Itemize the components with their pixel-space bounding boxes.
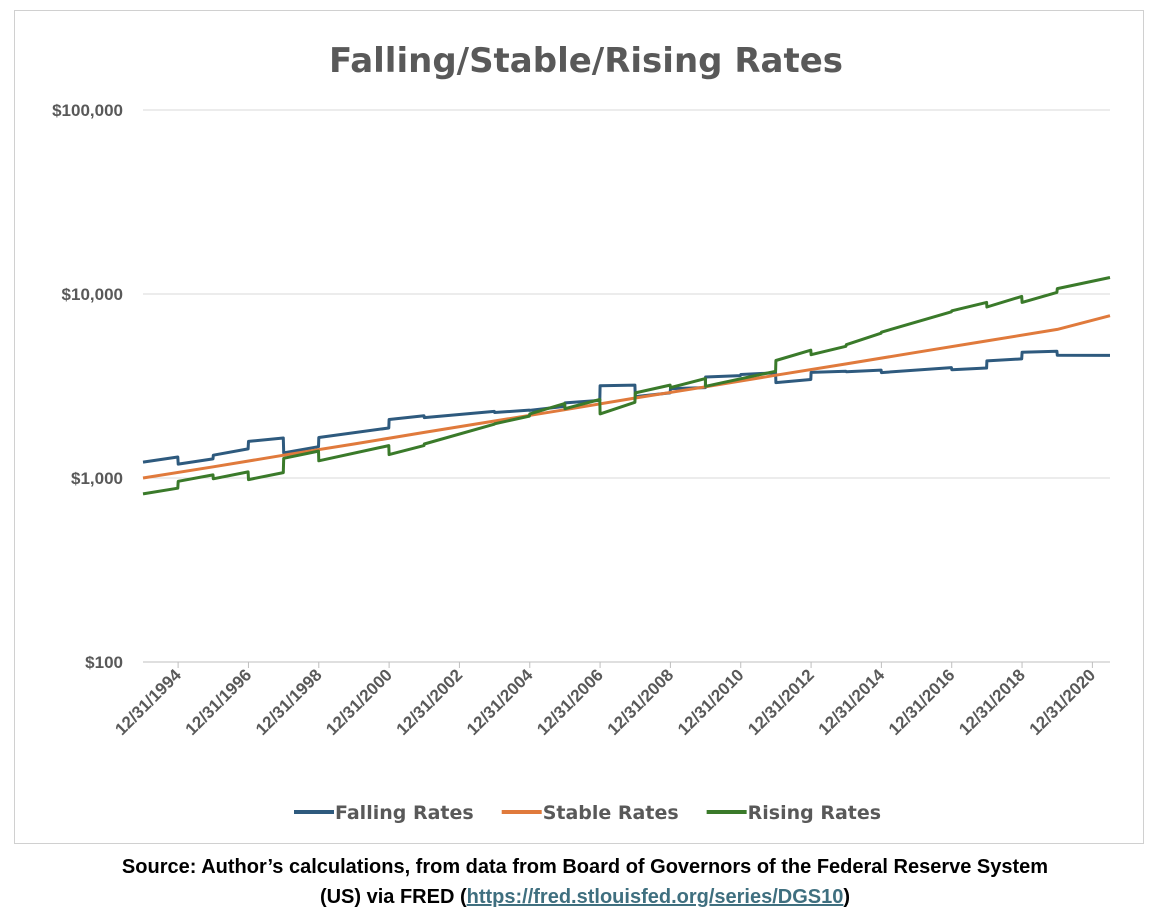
y-tick-label: $100 [85,653,123,672]
y-axis: $100 $1,000 $10,000 $100,000 [52,101,123,672]
x-tick-label: 12/31/1994 [111,665,185,739]
source-prefix: (US) via FRED ( [319,886,467,908]
source-caption: Source: Author’s calculations, from data… [0,852,1170,912]
x-tick-label: 12/31/2012 [744,665,818,739]
y-tick-label: $100,000 [52,101,123,120]
x-tick-label: 12/31/2002 [393,665,467,739]
x-tick-label: 12/31/1998 [252,665,326,739]
x-tick-label: 12/31/2006 [533,665,607,739]
fred-link[interactable]: https://fred.stlouisfed.org/series/DGS10 [466,886,844,908]
chart-svg: Falling/Stable/Rising Rates $100$1,000$1… [52,41,1111,824]
y-tick-label: $1,000 [71,469,123,488]
chart-frame: Falling/Stable/Rising Rates $100 $1,000 $1… [14,10,1144,844]
x-tick-label: 12/31/2014 [815,665,889,739]
legend-label-rising-rates: Rising Rates [748,802,881,824]
x-axis: 12/31/199412/31/199612/31/199812/31/2000… [111,661,1110,739]
series-layer [142,276,1111,496]
falling-rates-line [142,349,1111,466]
x-tick-label: 12/31/2008 [604,665,678,739]
legend-label-falling-rates: Falling Rates [335,802,474,824]
x-tick-label: 12/31/2020 [1026,665,1100,739]
source-line-1: Source: Author’s calculations, from data… [121,856,1049,878]
x-tick-label: 12/31/2010 [674,665,748,739]
source-suffix: ) [843,886,851,908]
chart-title: Falling/Stable/Rising Rates [329,41,843,81]
rising-rates-line [142,276,1111,496]
x-tick-label: 12/31/2004 [463,665,537,739]
x-tick-label: 12/31/2016 [885,665,959,739]
grid-layer [143,109,1110,479]
x-tick-label: 12/31/2018 [955,665,1029,739]
stable-rates-line [142,314,1111,480]
source-line-2: (US) via FRED (https://fred.stlouisfed.o… [0,882,1170,912]
x-tick-label: 12/31/2000 [322,665,396,739]
y-tick-label: $10,000 [62,285,123,304]
legend: Falling Rates Stable Rates Rising Rates [294,802,881,824]
legend-label-stable-rates: Stable Rates [543,802,679,824]
x-tick-label: 12/31/1996 [182,665,256,739]
